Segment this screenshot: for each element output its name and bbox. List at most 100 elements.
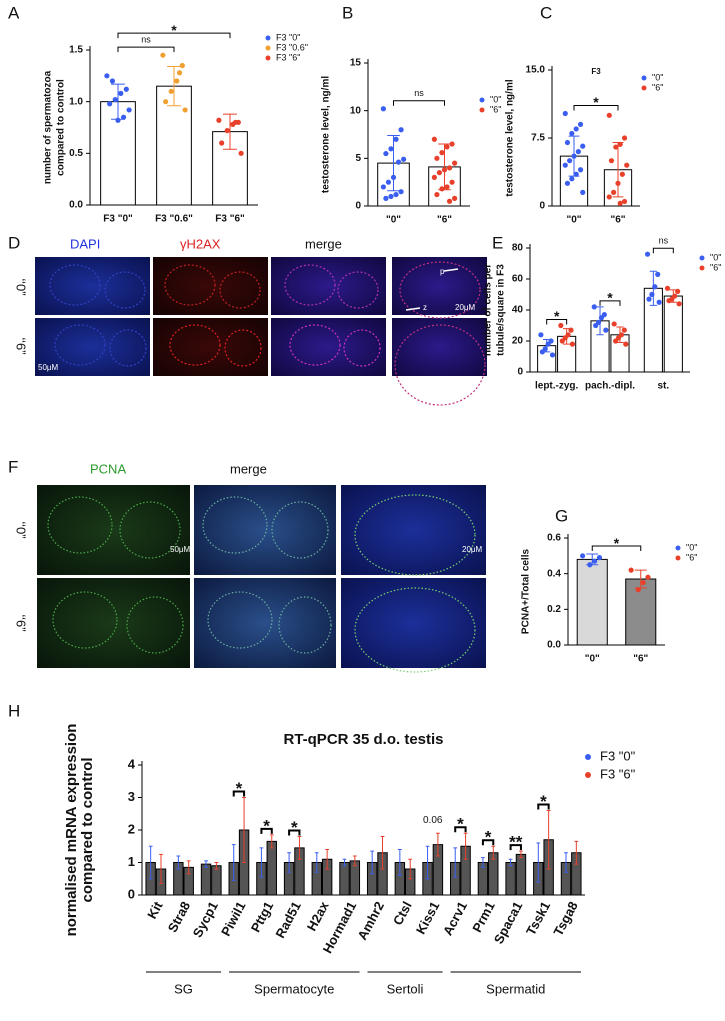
data-point [562,110,568,117]
error-bar [491,845,496,860]
data-point [613,338,619,344]
y-tick-label: 20 [512,336,524,347]
data-point [401,156,407,162]
bracket [591,545,642,552]
data-point [120,114,127,120]
data-point [649,291,655,298]
data-point [564,180,571,186]
panel-letter: G [555,506,568,525]
data-point [383,150,389,157]
data-point [380,106,386,112]
data-point [441,167,448,173]
group-label: Spermatocyte [254,981,334,996]
data-point [115,117,121,123]
panel-letter: B [342,3,353,22]
bracket-label: * [236,779,243,798]
error-bar [519,850,523,859]
bar [211,865,222,896]
data-point [606,194,612,200]
error-bar [408,858,413,880]
y-tick-label: 5 [355,153,361,164]
data-point [664,285,671,291]
bracket-label: ns [414,88,424,98]
data-point [559,338,565,344]
micrograph [341,485,486,575]
error-bar [574,840,579,865]
x-tick-label: Pttg1 [248,899,277,935]
x-tick-label: "6" [610,215,625,226]
column-label: γH2AX [180,236,221,251]
y-tick-label: 15 [350,58,362,69]
x-tick-label: Rad51 [272,899,304,941]
tubules [49,261,486,406]
y-tick-label: 4 [128,756,136,771]
data-point [380,184,386,190]
bracket-label: * [554,308,560,324]
error-bar [242,797,246,863]
data-point [577,121,584,127]
bracket-label: * [263,816,270,835]
legend-label: "0" [710,252,721,262]
data-point [393,191,399,198]
data-point [160,52,166,58]
y-tick-label: 1.5 [69,45,83,56]
data-point [606,112,612,118]
error-bar [314,852,319,873]
row-label: ‘‘6” [14,337,29,354]
y-tick-label: 1 [128,854,135,869]
x-tick-label: pach.-dipl. [585,381,635,392]
data-point [676,301,682,307]
data-point [452,195,458,201]
error-bar [176,855,181,870]
data-point [434,191,440,198]
panel-letter: H [8,701,20,720]
data-point [577,167,584,173]
y-tick-label: 0.4 [547,568,561,579]
data-point [569,176,575,182]
data-point [573,171,579,177]
y-axis-label: number of spermatozoa [43,70,54,184]
group-label: SG [174,981,193,996]
data-point [573,126,579,132]
bar [505,862,516,896]
data-point [608,158,615,164]
error-bar [159,853,163,885]
micrograph [392,318,487,376]
bracket [260,827,273,834]
data-point [592,558,598,564]
chart-title: RT-qPCR 35 d.o. testis [283,731,443,748]
data-point [569,130,575,137]
legend-label: "0" [686,542,697,552]
data-point [446,198,453,204]
panel-letter: F [8,457,18,476]
tubules [47,494,476,673]
data-point [163,99,169,105]
bracket [546,319,568,325]
legend-marker [479,97,485,103]
data-point [393,136,399,142]
x-tick-label: Piwil1 [218,899,249,939]
legend-marker [641,75,647,81]
data-point [398,127,404,133]
bracket-label: 0.06 [423,815,443,826]
data-point [216,117,222,123]
legend-label: F3 "0.6" [276,42,308,52]
y-tick-label: 0 [517,367,523,378]
bracket [481,839,495,846]
error-bar [269,834,274,849]
cell-mark: z [423,303,427,312]
bracket-label: * [485,828,492,847]
bracket-label: * [607,290,613,306]
data-point [569,341,576,347]
data-point [611,189,617,195]
error-bar [167,66,181,107]
error-bar [204,860,208,868]
data-point [444,144,450,150]
legend-marker [479,107,485,113]
error-bar [546,810,551,870]
data-point [619,171,625,177]
micrograph [153,257,268,315]
x-tick-label: st. [657,381,669,392]
data-point [449,179,455,185]
